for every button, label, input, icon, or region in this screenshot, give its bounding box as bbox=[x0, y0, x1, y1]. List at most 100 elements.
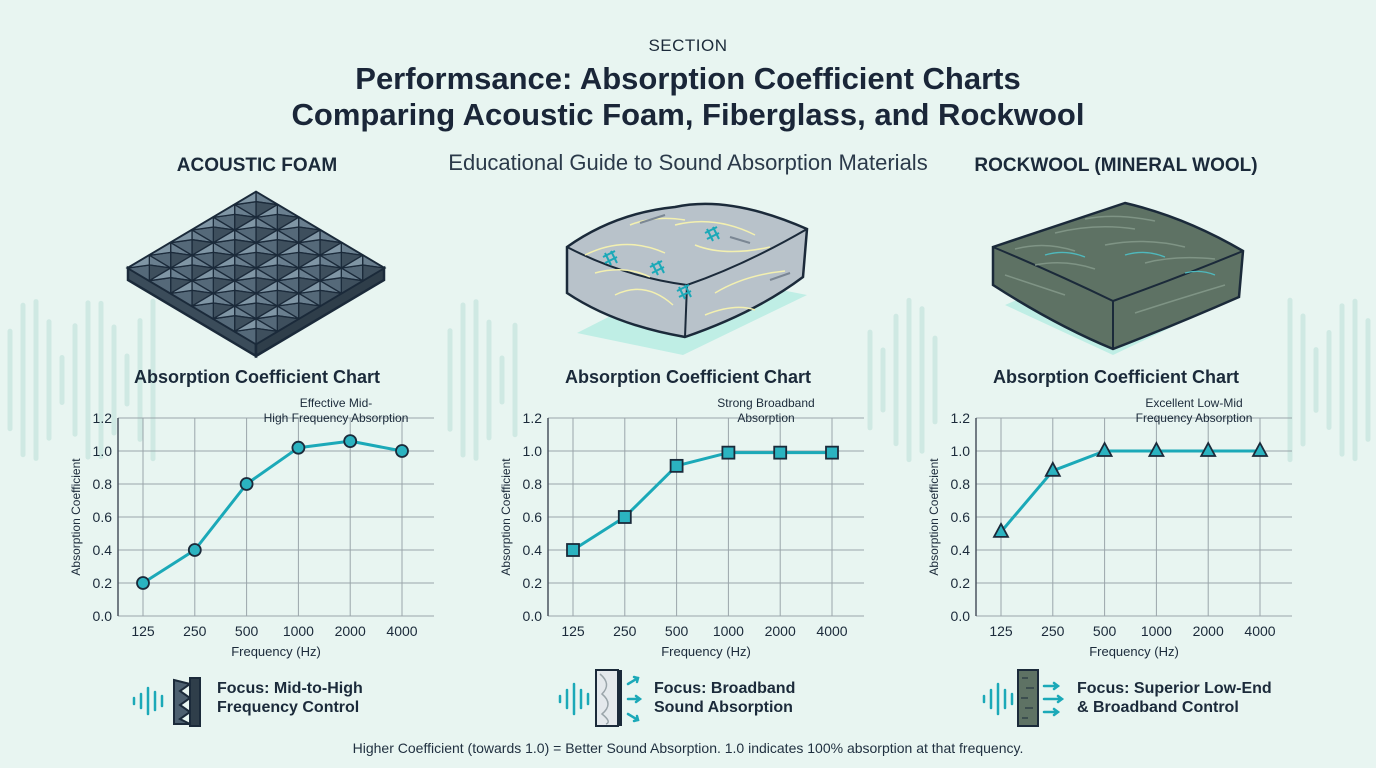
fiberglass-illustration bbox=[565, 202, 809, 355]
focus-rockwool-line-2: & Broadband Control bbox=[1077, 699, 1239, 716]
data-point bbox=[136, 576, 150, 590]
y-tick-label: 0.2 bbox=[93, 575, 113, 591]
y-axis-label: Absorption Coefficient bbox=[927, 458, 941, 576]
chart-annotation: Strong Broadband bbox=[717, 396, 814, 410]
data-point bbox=[1147, 441, 1165, 457]
y-tick-label: 0.2 bbox=[951, 575, 971, 591]
y-axis-label: Absorption Coefficient bbox=[499, 458, 513, 576]
data-point bbox=[187, 543, 202, 557]
focus-rockwool-line-1: Focus: Superior Low-End bbox=[1077, 680, 1272, 697]
x-axis-label: Frequency (Hz) bbox=[231, 644, 321, 659]
sound-wave-fiberglass-icon bbox=[558, 669, 643, 727]
page-title-line-2: Comparing Acoustic Foam, Fiberglass, and… bbox=[291, 97, 1085, 132]
focus-foam-line-2: Frequency Control bbox=[217, 699, 360, 716]
y-axis-label: Absorption Coefficient bbox=[69, 458, 83, 576]
y-tick-label: 0.6 bbox=[523, 509, 543, 525]
panel-heading-acoustic-foam: ACOUSTIC FOAM bbox=[176, 155, 338, 176]
page-subtitle: Educational Guide to Sound Absorption Ma… bbox=[448, 150, 928, 175]
x-tick-label: 4000 bbox=[1244, 623, 1275, 639]
x-tick-label: 4000 bbox=[816, 623, 847, 639]
x-tick-label: 250 bbox=[183, 623, 207, 639]
data-point bbox=[669, 458, 684, 473]
y-tick-label: 0.4 bbox=[523, 542, 543, 558]
chart-annotation: Excellent Low-Mid bbox=[1145, 396, 1242, 410]
acoustic-foam-illustration bbox=[125, 190, 387, 359]
x-tick-label: 2000 bbox=[335, 623, 366, 639]
x-tick-label: 500 bbox=[1093, 623, 1117, 639]
focus-foam: Focus: Mid-to-High Frequency Control bbox=[217, 679, 457, 717]
data-point bbox=[721, 445, 736, 460]
series-line bbox=[572, 451, 832, 552]
x-tick-label: 1000 bbox=[1141, 623, 1172, 639]
y-tick-label: 0.6 bbox=[951, 509, 971, 525]
x-tick-label: 250 bbox=[613, 623, 637, 639]
y-tick-label: 0.4 bbox=[951, 542, 971, 558]
y-tick-label: 0.8 bbox=[951, 476, 971, 492]
x-tick-label: 125 bbox=[131, 623, 155, 639]
y-tick-label: 1.0 bbox=[951, 443, 971, 459]
section-label: SECTION bbox=[648, 36, 728, 55]
y-tick-label: 1.2 bbox=[93, 410, 113, 426]
data-point bbox=[566, 543, 580, 557]
data-point bbox=[291, 440, 306, 455]
rockwool-illustration bbox=[991, 201, 1245, 355]
series-line bbox=[142, 439, 403, 585]
chart-title-rockwool: Absorption Coefficient Chart bbox=[993, 367, 1239, 387]
absorption-chart-foam: 0.0 0.2 0.4 0.6 0.8 1.0 1.2 125 250 500 1000 2000 40… bbox=[69, 396, 434, 659]
data-point bbox=[1096, 441, 1114, 457]
x-tick-label: 2000 bbox=[765, 623, 796, 639]
y-tick-label: 0.6 bbox=[93, 509, 113, 525]
x-tick-label: 500 bbox=[665, 623, 689, 639]
data-point bbox=[825, 445, 839, 460]
chart-annotation: High Frequency Absorption bbox=[264, 411, 409, 425]
data-point bbox=[1199, 441, 1217, 457]
focus-fiberglass: Focus: Broadband Sound Absorption bbox=[654, 679, 894, 717]
x-tick-label: 4000 bbox=[386, 623, 417, 639]
x-axis-label: Frequency (Hz) bbox=[661, 644, 751, 659]
sound-wave-rockwool-icon bbox=[982, 669, 1065, 727]
x-tick-label: 125 bbox=[989, 623, 1013, 639]
y-tick-label: 0.4 bbox=[93, 542, 113, 558]
sound-wave-foam-icon bbox=[132, 677, 201, 727]
data-point bbox=[1044, 460, 1062, 477]
y-tick-label: 1.0 bbox=[523, 443, 543, 459]
x-tick-label: 1000 bbox=[713, 623, 744, 639]
series-line bbox=[999, 449, 1260, 533]
x-tick-label: 2000 bbox=[1193, 623, 1224, 639]
chart-annotation: Absorption bbox=[737, 411, 794, 425]
data-point bbox=[395, 444, 409, 458]
y-tick-label: 0.0 bbox=[523, 608, 543, 624]
y-tick-label: 0.2 bbox=[523, 575, 543, 591]
y-tick-label: 0.0 bbox=[951, 608, 971, 624]
y-tick-label: 0.8 bbox=[93, 476, 113, 492]
chart-title-fiberglass: Absorption Coefficient Chart bbox=[565, 367, 811, 387]
x-tick-label: 125 bbox=[561, 623, 585, 639]
y-tick-label: 1.2 bbox=[523, 410, 543, 426]
data-point bbox=[773, 445, 788, 460]
focus-rockwool: Focus: Superior Low-End & Broadband Cont… bbox=[1077, 679, 1317, 717]
data-point bbox=[239, 477, 254, 491]
absorption-chart-rockwool: 0.0 0.2 0.4 0.6 0.8 1.0 1.2 125 250 500 1000 2000 40… bbox=[927, 396, 1292, 659]
focus-foam-line-1: Focus: Mid-to-High bbox=[217, 680, 363, 697]
y-tick-label: 0.8 bbox=[523, 476, 543, 492]
panel-heading-rockwool: ROCKWOOL (MINERAL WOOL) bbox=[974, 155, 1258, 176]
data-point bbox=[992, 521, 1010, 538]
x-axis-label: Frequency (Hz) bbox=[1089, 644, 1179, 659]
chart-annotation: Effective Mid- bbox=[300, 396, 372, 410]
page-title-line-1: Performsance: Absorption Coefficient Cha… bbox=[355, 61, 1021, 96]
focus-fiberglass-line-2: Sound Absorption bbox=[654, 699, 793, 716]
focus-fiberglass-line-1: Focus: Broadband bbox=[654, 680, 796, 697]
y-tick-label: 1.2 bbox=[951, 410, 971, 426]
y-tick-label: 0.0 bbox=[93, 608, 113, 624]
y-tick-label: 1.0 bbox=[93, 443, 113, 459]
data-point bbox=[343, 434, 358, 448]
chart-title-foam: Absorption Coefficient Chart bbox=[134, 367, 380, 387]
chart-annotation: Frequency Absorption bbox=[1136, 411, 1253, 425]
data-point bbox=[1251, 441, 1269, 457]
footer-note: Higher Coefficient (towards 1.0) = Bette… bbox=[352, 740, 1024, 756]
x-tick-label: 250 bbox=[1041, 623, 1065, 639]
x-tick-label: 500 bbox=[235, 623, 259, 639]
absorption-chart-fiberglass: 0.0 0.2 0.4 0.6 0.8 1.0 1.2 125 250 500 1000 2000 40… bbox=[499, 396, 864, 659]
x-tick-label: 1000 bbox=[283, 623, 314, 639]
